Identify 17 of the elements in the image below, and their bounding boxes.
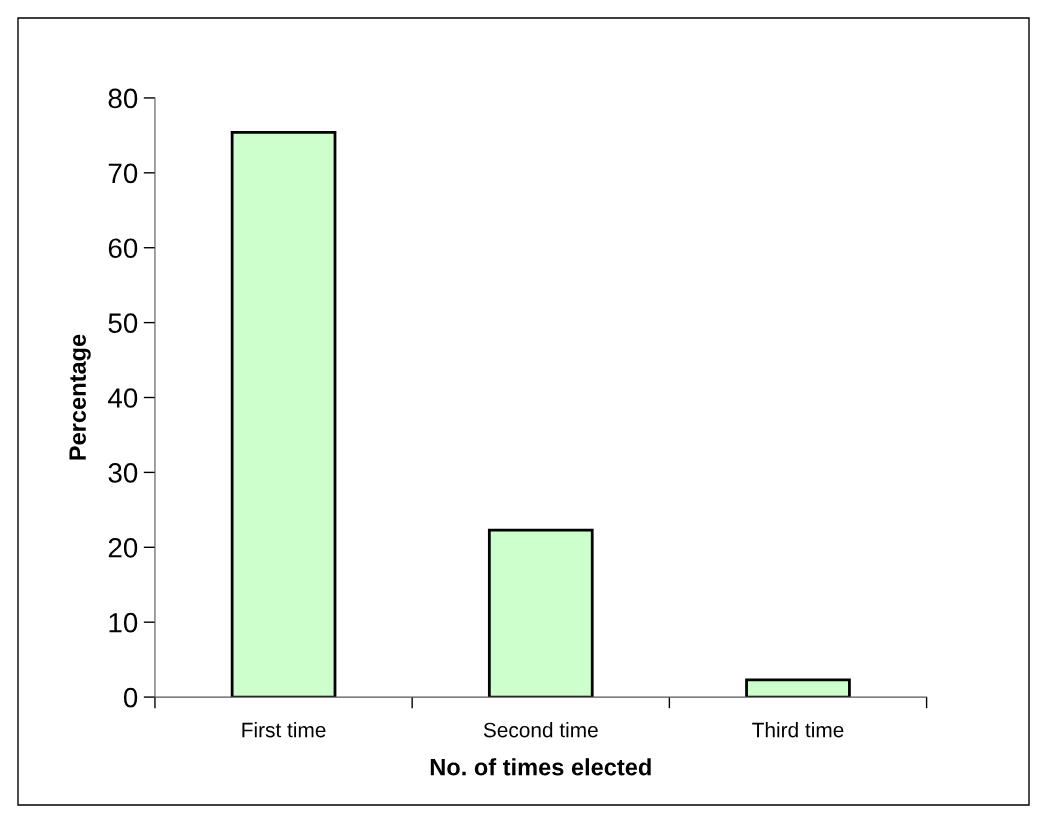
x-tick-label: Third time [752,722,844,738]
bar [745,678,851,698]
y-tick-label: 50 [108,313,138,333]
x-tick-label: Second time [483,722,598,738]
x-axis-title: No. of times elected [430,758,651,776]
y-tick-label: 70 [108,163,138,184]
y-axis-title: Percentage [69,334,91,460]
bar [487,528,594,698]
bar [230,131,337,698]
y-tick-label: 80 [108,88,138,109]
y-tick-label: 20 [108,537,138,558]
y-tick-label: 10 [109,612,138,633]
y-tick-label: 60 [108,238,138,259]
x-tick-label: First time [242,722,326,738]
y-tick-label: 0 [123,687,138,708]
y-tick-label: 30 [108,463,138,483]
y-tick-label: 40 [108,388,138,408]
